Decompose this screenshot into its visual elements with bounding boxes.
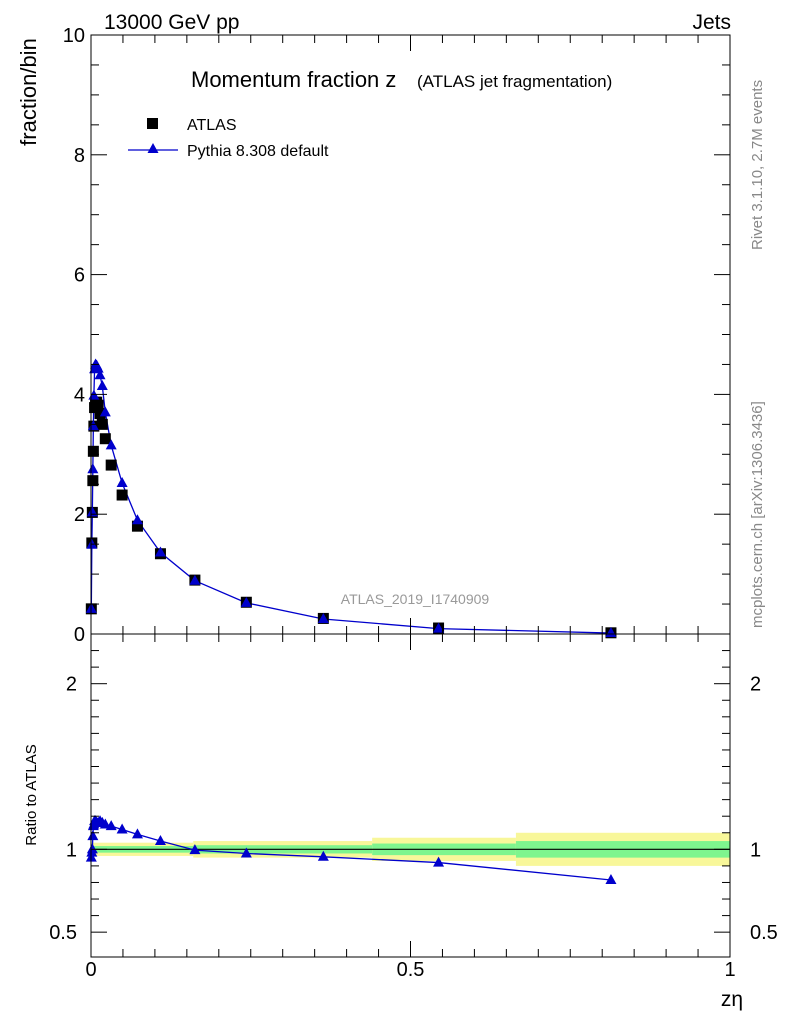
atlas-point (96, 418, 108, 430)
y-tick-label: 8 (74, 145, 85, 167)
ratio-y-tick-label: 0.5 (49, 922, 77, 944)
ratio-y-tick-label-right: 1 (750, 839, 761, 861)
atlas-point (99, 433, 111, 445)
pythia-point (433, 622, 445, 633)
pythia-point (99, 406, 111, 417)
analysis-watermark: ATLAS_2019_I1740909 (341, 591, 490, 607)
ratio-point (131, 828, 143, 839)
atlas-point (87, 445, 99, 457)
ratio-point (86, 843, 98, 854)
legend: ATLAS Pythia 8.308 default (128, 117, 329, 160)
pythia-point (154, 546, 166, 557)
pythia-point (240, 596, 252, 607)
chart-subtitle: (ATLAS jet fragmentation) (417, 72, 612, 91)
ratio-series (85, 815, 617, 884)
x-tick-label: 0 (85, 959, 96, 981)
pythia-point (131, 514, 143, 525)
header-right: Jets (692, 11, 731, 34)
pythia-point (87, 463, 99, 474)
atlas-point (131, 520, 143, 532)
rivet-label: Rivet 3.1.10, 2.7M events (749, 80, 766, 250)
header-left: 13000 GeV pp (104, 11, 239, 34)
pythia-point (317, 613, 329, 624)
ratio-point (240, 847, 252, 858)
ratio-y-tick-label: 1 (66, 839, 77, 861)
chart-title: Momentum fraction z (191, 67, 396, 92)
main-panel: fraction/bin Momentum fraction z (ATLAS … (16, 25, 731, 646)
pythia-point (94, 369, 106, 380)
ratio-point (605, 873, 617, 884)
ratio-point (189, 844, 201, 855)
ratio-point (154, 835, 166, 846)
y-tick-label: 2 (74, 504, 85, 526)
ratio-point (433, 856, 445, 867)
pythia-point (605, 627, 617, 638)
y-tick-label: 6 (74, 265, 85, 287)
ratio-point (87, 830, 99, 841)
ratio-y-tick-label-right: 2 (750, 674, 761, 696)
pythia-point (189, 574, 201, 585)
y-tick-label: 4 (74, 384, 85, 406)
ratio-panel: 0.5 0.5 1 1 2 2 0 0.5 1 Ratio to ATLAS zη (23, 633, 778, 1011)
atlas-point (105, 459, 117, 471)
x-tick-label: 1 (724, 959, 735, 981)
pythia-point (92, 362, 104, 373)
pythia-point (96, 380, 108, 391)
legend-atlas-label: ATLAS (187, 117, 237, 134)
atlas-point (94, 408, 106, 420)
mcplots-label: mcplots.cern.ch [arXiv:1306.3436] (749, 401, 766, 628)
ratio-y-axis-label: Ratio to ATLAS (23, 744, 40, 845)
y-tick-label: 10 (63, 25, 85, 47)
main-y-axis-label: fraction/bin (16, 38, 41, 146)
pythia-point (116, 477, 128, 488)
ratio-point (317, 850, 329, 861)
ratio-point (116, 823, 128, 834)
legend-pythia-marker (147, 143, 159, 153)
ratio-y-tick-label-right: 0.5 (750, 922, 778, 944)
ratio-frame (90, 633, 731, 958)
atlas-point (92, 399, 104, 411)
ratio-y-tick-label: 2 (66, 674, 77, 696)
legend-atlas-marker (147, 118, 158, 129)
x-tick-label: 0.5 (397, 959, 425, 981)
pythia-point (105, 439, 117, 450)
atlas-point (87, 475, 99, 487)
y-tick-label: 0 (74, 624, 85, 646)
ratio-point (105, 820, 117, 831)
ratio-axes: 0.5 0.5 1 1 2 2 0 0.5 1 (49, 633, 778, 981)
atlas-point (116, 489, 128, 501)
legend-pythia-label: Pythia 8.308 default (187, 143, 329, 160)
x-axis-label: zη (721, 988, 743, 1011)
